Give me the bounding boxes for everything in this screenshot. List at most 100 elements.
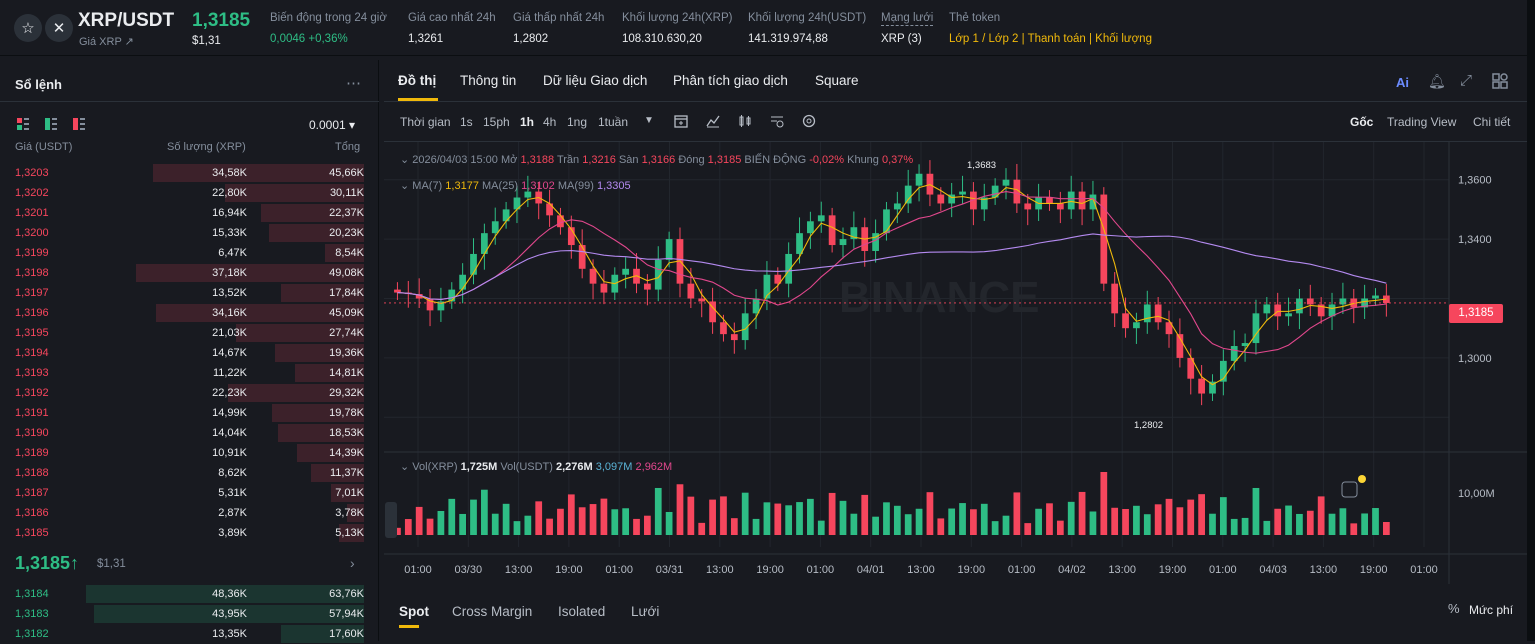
candle-body[interactable] xyxy=(1122,313,1129,329)
volume-bar[interactable] xyxy=(752,518,760,535)
candle-body[interactable] xyxy=(980,197,988,210)
volume-bar[interactable] xyxy=(546,518,553,535)
volume-bar[interactable] xyxy=(904,514,912,535)
stat-value[interactable]: Lớp 1 / Lớp 2 | Thanh toán | Khối lượng xyxy=(949,33,1152,45)
calendar-icon[interactable] xyxy=(673,113,689,129)
candle-body[interactable] xyxy=(1154,304,1162,323)
candle-body[interactable] xyxy=(600,283,608,293)
candle-body[interactable] xyxy=(524,191,532,198)
volume-bar[interactable] xyxy=(1274,508,1282,535)
candle-body[interactable] xyxy=(785,253,793,284)
tab-trade-analysis[interactable]: Phân tích giao dịch xyxy=(673,73,788,88)
stat-network[interactable]: Mạng lưới XRP (3) xyxy=(881,12,934,45)
volume-bar[interactable] xyxy=(1078,491,1086,535)
volume-bar[interactable] xyxy=(1198,494,1205,535)
volume-bar[interactable] xyxy=(404,519,412,535)
volume-bar[interactable] xyxy=(872,516,879,535)
volume-bar[interactable] xyxy=(1252,487,1260,535)
candle-body[interactable] xyxy=(622,268,630,275)
candle-body[interactable] xyxy=(948,194,956,204)
volume-bar[interactable] xyxy=(1230,518,1238,535)
candle-body[interactable] xyxy=(1176,334,1184,358)
ai-button[interactable]: Ai xyxy=(1396,75,1409,90)
candle-body[interactable] xyxy=(1089,194,1097,210)
volume-bar[interactable] xyxy=(1361,513,1368,535)
volume-bar[interactable] xyxy=(1339,508,1347,535)
collapse-chevron-icon[interactable]: ⌄ xyxy=(400,461,413,473)
volume-bar[interactable] xyxy=(774,503,782,535)
ask-row[interactable]: 1,3190 14,04K 18,53K xyxy=(0,423,364,443)
tab-grid[interactable]: Lưới xyxy=(631,604,660,619)
candle-body[interactable] xyxy=(1296,298,1303,314)
volume-bar[interactable] xyxy=(1133,505,1140,535)
volume-bar[interactable] xyxy=(883,502,890,535)
volume-bar[interactable] xyxy=(426,518,434,535)
candle-body[interactable] xyxy=(1306,298,1314,305)
volume-bar[interactable] xyxy=(1176,507,1184,535)
interval-1h[interactable]: 1h xyxy=(520,115,535,129)
volume-bar[interactable] xyxy=(1219,497,1227,535)
candle-body[interactable] xyxy=(665,239,673,260)
candle-body[interactable] xyxy=(1241,343,1249,347)
volume-bar[interactable] xyxy=(622,508,630,535)
bids-only-view-icon[interactable] xyxy=(45,118,57,130)
interval-1s[interactable]: 1s xyxy=(460,115,473,129)
volume-bar[interactable] xyxy=(1013,492,1021,535)
chevron-right-icon[interactable]: › xyxy=(350,555,355,571)
ask-row[interactable]: 1,3198 37,18K 49,08K xyxy=(0,263,364,283)
volume-bar[interactable] xyxy=(970,509,977,535)
fee-link[interactable]: Mức phí xyxy=(1469,603,1514,617)
volume-bar[interactable] xyxy=(1209,513,1216,535)
volume-bar[interactable] xyxy=(1306,510,1314,535)
volume-bar[interactable] xyxy=(1002,515,1010,535)
volume-bar[interactable] xyxy=(1382,522,1390,535)
volume-bar[interactable] xyxy=(817,520,825,535)
volume-bar[interactable] xyxy=(665,511,673,535)
ask-row[interactable]: 1,3193 11,22K 14,81K xyxy=(0,363,364,383)
ask-row[interactable]: 1,3191 14,99K 19,78K xyxy=(0,403,364,423)
candle-body[interactable] xyxy=(872,233,879,251)
volume-bar[interactable] xyxy=(1317,496,1325,535)
volume-bar[interactable] xyxy=(709,499,716,535)
candle-body[interactable] xyxy=(904,185,912,204)
volume-bar[interactable] xyxy=(828,492,836,535)
volume-bar[interactable] xyxy=(926,492,934,535)
candle-body[interactable] xyxy=(850,227,858,240)
volume-bar[interactable] xyxy=(1350,523,1358,535)
volume-bar[interactable] xyxy=(394,527,401,535)
candle-body[interactable] xyxy=(741,313,749,341)
page-scrollbar[interactable] xyxy=(1527,0,1535,641)
volume-bar[interactable] xyxy=(1241,517,1249,535)
ask-row[interactable]: 1,3197 13,52K 17,84K xyxy=(0,283,364,303)
interval-15m[interactable]: 15ph xyxy=(483,115,510,129)
candle-body[interactable] xyxy=(1067,191,1075,210)
candle-body[interactable] xyxy=(959,191,966,195)
candle-body[interactable] xyxy=(644,283,651,290)
ask-row[interactable]: 1,3192 22,23K 29,32K xyxy=(0,383,364,403)
volume-bar[interactable] xyxy=(763,502,771,535)
ask-row[interactable]: 1,3189 10,91K 14,39K xyxy=(0,443,364,463)
bid-row[interactable]: 1,3183 43,95K 57,94K xyxy=(0,604,364,624)
ask-row[interactable]: 1,3195 21,03K 27,74K xyxy=(0,323,364,343)
volume-bar[interactable] xyxy=(1187,499,1195,535)
candle-body[interactable] xyxy=(807,221,814,234)
volume-bar[interactable] xyxy=(850,513,858,535)
volume-bar[interactable] xyxy=(1024,523,1032,535)
ask-row[interactable]: 1,3185 3,89K 5,13K xyxy=(0,523,364,543)
volume-bar[interactable] xyxy=(644,515,651,535)
pair-price-link[interactable]: Giá XRP ↗ xyxy=(79,36,134,48)
candle-body[interactable] xyxy=(1198,378,1205,394)
volume-bar[interactable] xyxy=(535,501,543,535)
candle-body[interactable] xyxy=(915,173,923,186)
tick-size-select[interactable]: 0.0001 ▾ xyxy=(309,118,356,132)
stat-token-tags[interactable]: Thẻ token Lớp 1 / Lớp 2 | Thanh toán | K… xyxy=(949,12,1152,45)
candle-body[interactable] xyxy=(1165,322,1173,335)
candle-body[interactable] xyxy=(1133,322,1140,329)
candle-body[interactable] xyxy=(709,301,716,323)
candle-body[interactable] xyxy=(491,221,499,234)
candle-body[interactable] xyxy=(459,274,467,290)
collapse-chevron-icon[interactable]: ⌄ xyxy=(400,154,413,166)
candle-body[interactable] xyxy=(817,215,825,222)
candle-body[interactable] xyxy=(470,253,477,275)
chart-settings-icon[interactable] xyxy=(769,113,785,129)
